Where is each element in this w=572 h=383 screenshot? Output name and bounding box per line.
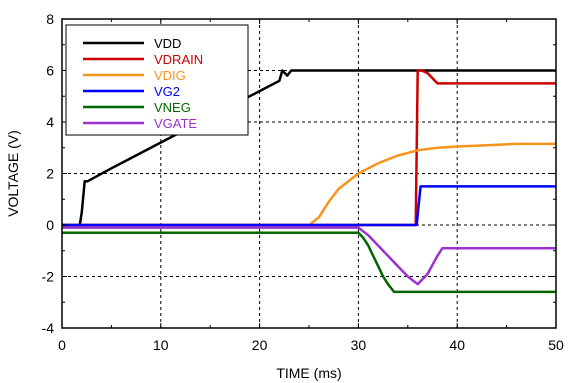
x-tick-label: 40 bbox=[449, 337, 465, 353]
series-line-vg2 bbox=[62, 185, 556, 227]
y-tick-label: 6 bbox=[46, 63, 54, 79]
y-tick-label: 4 bbox=[46, 114, 54, 130]
series-line-vneg bbox=[62, 231, 556, 294]
x-tick-label: 10 bbox=[153, 337, 169, 353]
x-tick-label: 0 bbox=[58, 337, 66, 353]
y-axis-label: VOLTAGE (V) bbox=[5, 130, 21, 217]
y-tick-label: 8 bbox=[46, 11, 54, 27]
legend-label-vdig: VDIG bbox=[154, 68, 186, 83]
series-line-vgate bbox=[62, 226, 556, 286]
x-axis-label: TIME (ms) bbox=[276, 365, 341, 381]
x-tick-label: 50 bbox=[548, 337, 564, 353]
x-tick-label: 30 bbox=[351, 337, 367, 353]
y-tick-label: -2 bbox=[42, 269, 55, 285]
axis-ticks: 0 10 20 30 40 50 -4 -2 0 2 4 6 8 bbox=[42, 11, 564, 353]
y-tick-label: 2 bbox=[46, 166, 54, 182]
legend-label-vneg: VNEG bbox=[154, 100, 191, 115]
series-line-vdrain bbox=[62, 69, 556, 227]
y-tick-label: 0 bbox=[46, 217, 54, 233]
x-tick-label: 20 bbox=[252, 337, 268, 353]
y-tick-label: -4 bbox=[42, 320, 55, 336]
legend-label-vgate: VGATE bbox=[154, 116, 197, 131]
series-line-vdig bbox=[62, 142, 556, 227]
legend-label-vdrain: VDRAIN bbox=[154, 52, 203, 67]
legend-label-vg2: VG2 bbox=[154, 84, 180, 99]
legend-label-vdd: VDD bbox=[154, 36, 181, 51]
